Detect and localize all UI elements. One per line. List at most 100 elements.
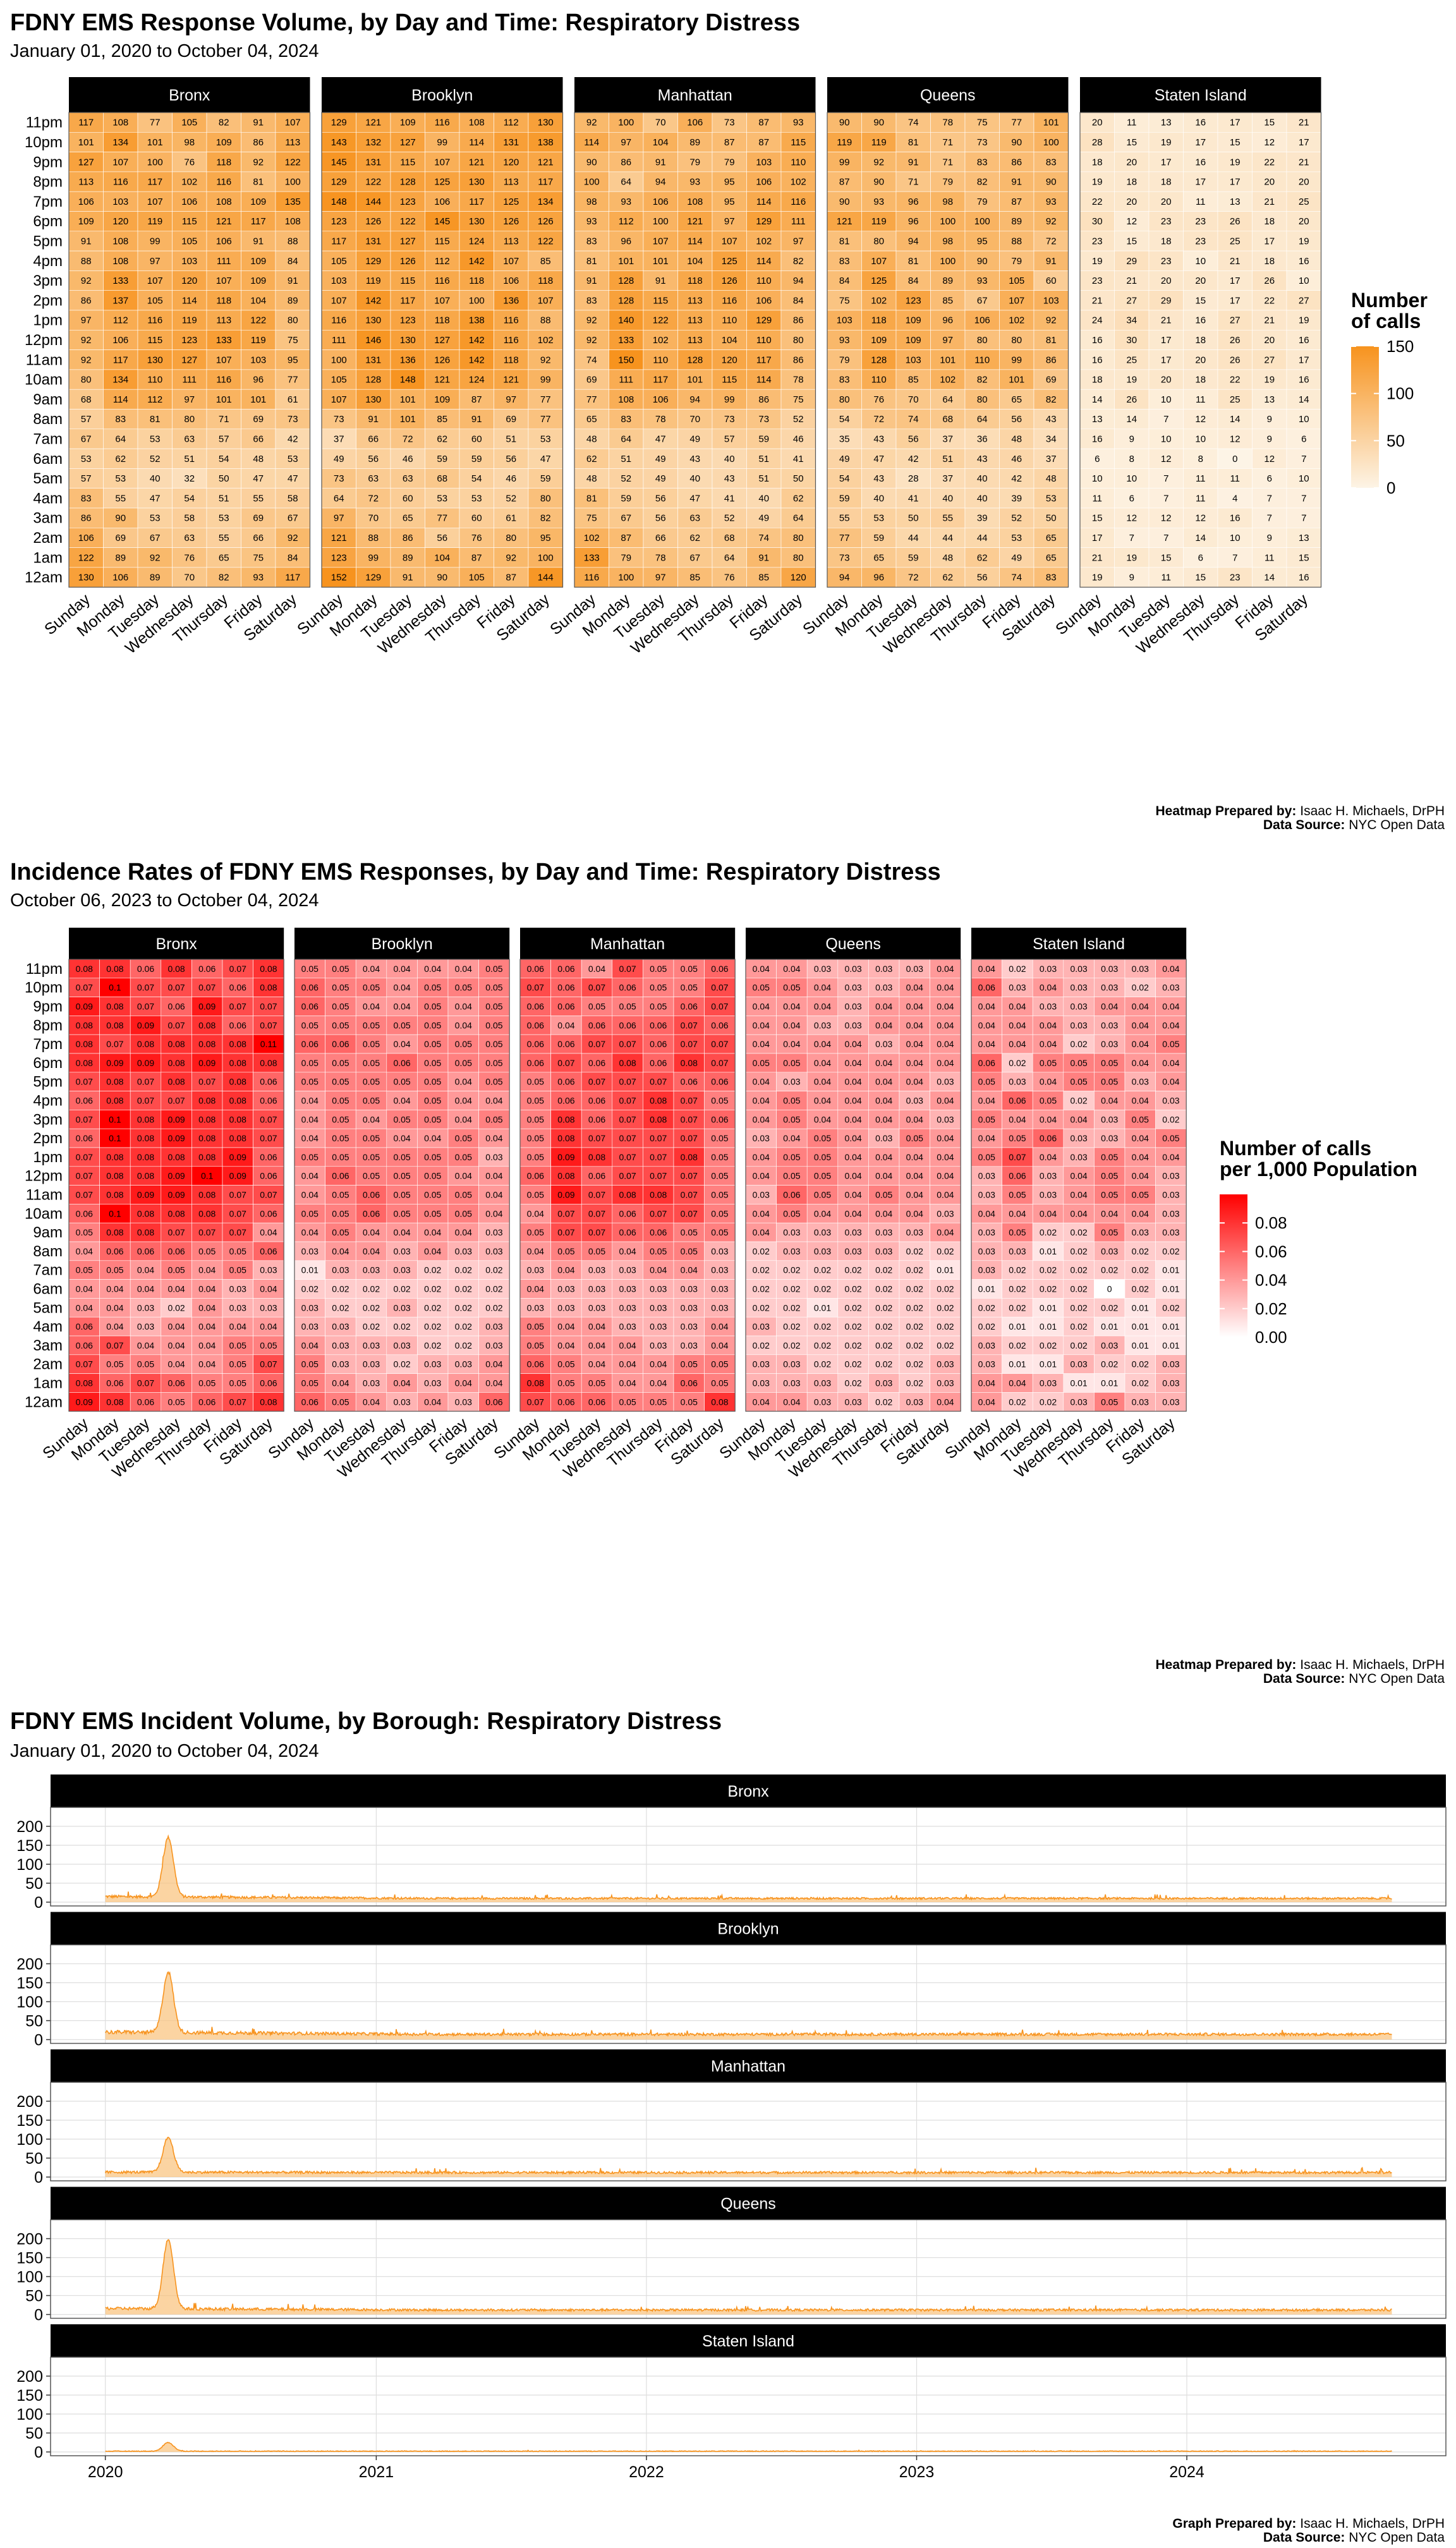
cell-value-label: 0.03	[753, 1378, 770, 1388]
cell-value-label: 48	[586, 473, 597, 484]
cell-value-label: 17	[1195, 177, 1206, 188]
volume-hour-label: 1am	[33, 549, 63, 566]
heatmap-cell	[609, 448, 644, 469]
cell-value-label: 0.03	[783, 1077, 800, 1087]
cell-value-label: 53	[873, 513, 884, 524]
cell-value-label: 0.03	[332, 1321, 349, 1332]
cell-value-label: 0.03	[1132, 1227, 1149, 1237]
cell-value-label: 131	[503, 137, 519, 148]
cell-value-label: 134	[112, 137, 128, 148]
cell-value-label: 84	[288, 256, 298, 267]
cell-value-label: 100	[940, 256, 956, 267]
cell-value-label: 0.04	[393, 964, 410, 974]
cell-value-label: 0.06	[588, 1058, 605, 1068]
cell-value-label: 86	[81, 295, 92, 306]
rate-legend-title: Number of calls	[1220, 1137, 1371, 1160]
cell-value-label: 0.03	[937, 1359, 954, 1369]
cell-value-label: 0.08	[650, 1190, 667, 1200]
cell-value-label: 86	[621, 157, 631, 167]
cell-value-label: 86	[403, 533, 413, 543]
cell-value-label: 0.07	[76, 1190, 93, 1200]
heatmap-cell	[643, 567, 678, 588]
cell-value-label: 12	[1264, 137, 1275, 148]
cell-value-label: 0.06	[76, 1096, 93, 1106]
cell-value-label: 0.09	[137, 1190, 154, 1200]
cell-value-label: 150	[618, 355, 634, 365]
cell-value-label: 0.03	[485, 1246, 502, 1256]
cell-value-label: 0.02	[1132, 1378, 1149, 1388]
heatmap-cell	[712, 329, 747, 350]
cell-value-label: 0.03	[875, 1246, 892, 1256]
cell-value-label: 71	[942, 157, 953, 167]
cell-value-label: 51	[621, 454, 631, 464]
cell-value-label: 73	[977, 137, 988, 148]
cell-value-label: 20	[1161, 276, 1172, 286]
y-tick-label: 50	[25, 1875, 43, 1893]
cell-value-label: 97	[942, 335, 953, 346]
rate-hour-label: 11pm	[26, 961, 63, 978]
cell-value-label: 0.04	[455, 964, 472, 974]
heatmap-cell	[712, 389, 747, 410]
heatmap-cell	[780, 507, 816, 528]
heatmap-cell	[574, 468, 609, 489]
cell-value-label: 0.04	[814, 1058, 831, 1068]
cell-value-label: 0.05	[1101, 1397, 1118, 1407]
cell-value-label: 0.03	[844, 1020, 861, 1030]
cell-value-label: 106	[974, 315, 990, 326]
cell-value-label: 0.06	[650, 1227, 667, 1237]
cell-value-label: 0.04	[875, 1171, 892, 1181]
cell-value-label: 101	[400, 414, 416, 425]
cell-value-label: 0.05	[527, 1096, 544, 1106]
cell-value-label: 0.04	[1040, 1077, 1057, 1087]
cell-value-label: 0.02	[875, 1265, 892, 1275]
rate-hour-label: 8am	[33, 1243, 63, 1260]
cell-value-label: 97	[81, 315, 92, 326]
cell-value-label: 42	[288, 434, 298, 444]
cell-value-label: 0.03	[424, 1359, 441, 1369]
cell-value-label: 7	[1163, 414, 1168, 425]
panel-strip-label: Staten Island	[1033, 935, 1125, 953]
cell-value-label: 0.05	[711, 1359, 728, 1369]
heatmap-cell	[712, 468, 747, 489]
cell-value-label: 0.03	[455, 1397, 472, 1407]
cell-value-label: 128	[365, 375, 381, 385]
cell-value-label: 112	[147, 394, 162, 405]
cell-value-label: 0.05	[711, 1133, 728, 1143]
cell-value-label: 68	[437, 473, 447, 484]
cell-value-label: 53	[115, 473, 126, 484]
cell-value-label: 22	[1092, 197, 1103, 207]
heatmap-cell	[206, 567, 241, 588]
cell-value-label: 0.05	[332, 1077, 349, 1087]
cell-value-label: 27	[1230, 315, 1241, 326]
cell-value-label: 0.04	[1070, 1190, 1087, 1200]
cell-value-label: 99	[437, 137, 447, 148]
cell-value-label: 76	[184, 157, 195, 167]
cell-value-label: 107	[871, 256, 887, 267]
cell-value-label: 0.05	[588, 1378, 605, 1388]
y-tick-label: 0	[34, 2307, 43, 2324]
cell-value-label: 0.04	[455, 1077, 472, 1087]
cell-value-label: 0.02	[485, 1284, 502, 1294]
cell-value-label: 0.07	[167, 1020, 185, 1030]
heatmap-cell	[712, 349, 747, 370]
cell-value-label: 62	[115, 454, 126, 464]
cell-value-label: 0.03	[557, 1302, 574, 1313]
y-tick-label: 200	[16, 1956, 43, 1974]
heatmap-cell	[137, 231, 173, 252]
heatmap-cell	[275, 547, 310, 568]
cell-value-label: 25	[1126, 355, 1137, 365]
cell-value-label: 0.03	[844, 983, 861, 993]
heatmap-cell	[137, 428, 173, 449]
cell-value-label: 133	[112, 276, 128, 286]
heatmap-cell	[206, 132, 241, 152]
cell-value-label: 101	[940, 355, 956, 365]
cell-value-label: 99	[368, 552, 379, 563]
cell-value-label: 0.03	[332, 1359, 349, 1369]
cell-value-label: 0.07	[229, 1002, 246, 1012]
heatmap-cell	[321, 369, 356, 390]
cell-value-label: 0.01	[1132, 1340, 1149, 1350]
cell-value-label: 17	[1195, 137, 1206, 148]
cell-value-label: 0.05	[301, 1077, 318, 1087]
cell-value-label: 0.05	[455, 1133, 472, 1143]
cell-value-label: 142	[469, 256, 485, 267]
